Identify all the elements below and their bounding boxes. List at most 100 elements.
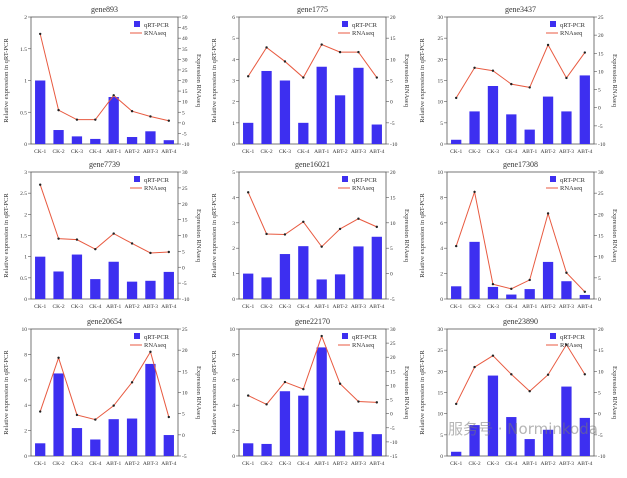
y2-tick-label: 0 <box>598 106 601 112</box>
x-tick-label: ABT-4 <box>369 149 384 155</box>
chart-title: gene893 <box>91 5 118 14</box>
x-tick-label: CK-4 <box>297 149 309 155</box>
chart-panel-gene3437: gene3437 0 5 10 15 20 25 30 -10 -5 0 5 10 15 20 25 Relat… <box>416 0 621 160</box>
bar-CK-2 <box>469 425 480 456</box>
y2-tick-label: -10 <box>598 454 606 460</box>
rnaseq-point-ABT-3 <box>357 217 360 220</box>
x-tick-label: ABT-4 <box>161 149 176 155</box>
x-tick-label: CK-3 <box>279 149 291 155</box>
rnaseq-point-CK-1 <box>38 32 42 36</box>
x-tick-label: CK-2 <box>468 304 480 310</box>
rnaseq-line <box>39 350 170 421</box>
x-tick-label: ABT-1 <box>106 149 121 155</box>
bar-ABT-4 <box>163 140 174 144</box>
y-tick-label: 15 <box>438 391 444 397</box>
chart-title: gene16021 <box>295 160 330 169</box>
x-tick-label: ABT-3 <box>559 461 574 467</box>
x-tick-label: CK-2 <box>52 461 64 467</box>
bar-CK-3 <box>71 136 83 144</box>
bar-CK-4 <box>298 246 309 299</box>
chart-panel-gene16021: gene16021 0 1 2 3 4 5 -5 0 5 10 15 20 Relative expres… <box>208 155 413 315</box>
x-tick-label: CK-1 <box>450 304 462 310</box>
y-tick-label: 1 <box>232 121 235 127</box>
rnaseq-point-ABT-1 <box>528 278 531 282</box>
y2-tick-label: 15 <box>390 195 396 201</box>
x-tick-label: CK-2 <box>52 149 64 155</box>
y-axis-label: Relative expression in qRT-PCR <box>211 350 218 435</box>
y2-tick-label: 5 <box>182 110 185 116</box>
rnaseq-point-CK-4 <box>302 76 305 79</box>
bar-ABT-2 <box>334 95 346 144</box>
y2-tick-label: 0 <box>390 412 393 418</box>
y-tick-label: 5 <box>440 433 443 439</box>
x-tick-label: CK-2 <box>260 461 272 467</box>
y2-tick-label: 25 <box>598 191 604 197</box>
y-tick-label: 2.5 <box>20 191 27 197</box>
y-tick-label: 10 <box>438 100 444 106</box>
rnaseq-point-ABT-3 <box>149 251 152 255</box>
y2-tick-label: 15 <box>390 36 396 42</box>
x-tick-label: CK-4 <box>505 304 517 310</box>
y2-tick-label: -10 <box>182 297 190 303</box>
rnaseq-line <box>39 33 169 122</box>
rnaseq-point-CK-2 <box>473 365 476 369</box>
bar-CK-3 <box>487 86 499 144</box>
chart-title: gene20654 <box>87 317 122 326</box>
x-tick-label: CK-3 <box>279 461 291 467</box>
y-tick-label: 3 <box>24 170 27 176</box>
rnaseq-point-CK-4 <box>510 287 513 291</box>
bar-ABT-1 <box>108 97 119 144</box>
y2-tick-label: 25 <box>182 186 188 192</box>
bar-ABT-1 <box>316 66 327 144</box>
bar-CK-1 <box>451 451 462 456</box>
y-tick-label: 1.5 <box>20 47 27 53</box>
x-tick-label: CK-2 <box>260 149 272 155</box>
bar-CK-4 <box>506 294 517 299</box>
rnaseq-point-CK-3 <box>75 118 79 121</box>
chart-title: gene17308 <box>503 160 538 169</box>
x-tick-label: CK-4 <box>89 304 101 310</box>
y2-tick-label: 10 <box>182 391 188 397</box>
rnaseq-point-CK-3 <box>283 60 287 63</box>
rnaseq-point-CK-3 <box>491 282 495 286</box>
rnaseq-point-CK-1 <box>246 75 250 78</box>
rnaseq-point-CK-4 <box>94 247 97 251</box>
legend-line-label: RNAseq <box>352 342 375 349</box>
bar-ABT-1 <box>108 419 119 456</box>
y2-tick-label: 5 <box>390 398 393 404</box>
y2-axis-label: Expression RNAseq <box>403 366 410 420</box>
y-tick-label: 10 <box>22 327 28 333</box>
x-tick-label: ABT-2 <box>125 461 140 467</box>
bar-CK-2 <box>469 111 480 144</box>
x-tick-label: ABT-1 <box>522 461 537 467</box>
bar-ABT-4 <box>163 435 174 456</box>
y2-axis-label: Expression RNAseq <box>195 54 202 108</box>
chart-title: gene3437 <box>505 5 536 14</box>
rnaseq-point-ABT-2 <box>130 109 134 113</box>
y2-tick-label: 0 <box>390 100 393 106</box>
y-axis-label: Relative expression in qRT-PCR <box>211 193 218 278</box>
y2-tick-label: 10 <box>390 221 396 227</box>
rnaseq-line <box>455 343 586 405</box>
y-tick-label: 0 <box>440 454 443 460</box>
y2-axis-label: Expression RNAseq <box>611 366 618 420</box>
y-tick-label: 4 <box>232 195 235 201</box>
y-tick-label: 20 <box>438 57 444 63</box>
x-tick-label: CK-3 <box>487 461 499 467</box>
rnaseq-point-CK-1 <box>454 402 458 406</box>
y-tick-label: 3 <box>232 79 235 85</box>
rnaseq-point-ABT-1 <box>112 94 115 97</box>
rnaseq-point-ABT-1 <box>320 43 323 46</box>
chart-panel-gene22170: gene22170 0 2 4 6 8 10 -15 -10 -5 0 5 10 15 20 25 30 Rela… <box>208 312 413 472</box>
y2-axis-label: Expression RNAseq <box>403 54 410 108</box>
legend-bar-swatch <box>550 176 556 182</box>
bar-CK-2 <box>53 130 64 144</box>
chart-panel-gene1775: gene1775 0 1 2 3 4 5 6 -10 -5 0 5 10 15 20 Relative exp… <box>208 0 413 160</box>
bar-CK-4 <box>298 395 309 456</box>
bar-CK-3 <box>71 428 83 456</box>
x-tick-label: CK-1 <box>242 304 254 310</box>
x-tick-label: ABT-3 <box>559 304 574 310</box>
y2-tick-label: 25 <box>182 68 188 74</box>
x-tick-label: CK-1 <box>242 149 254 155</box>
y-tick-label: 0 <box>440 142 443 148</box>
